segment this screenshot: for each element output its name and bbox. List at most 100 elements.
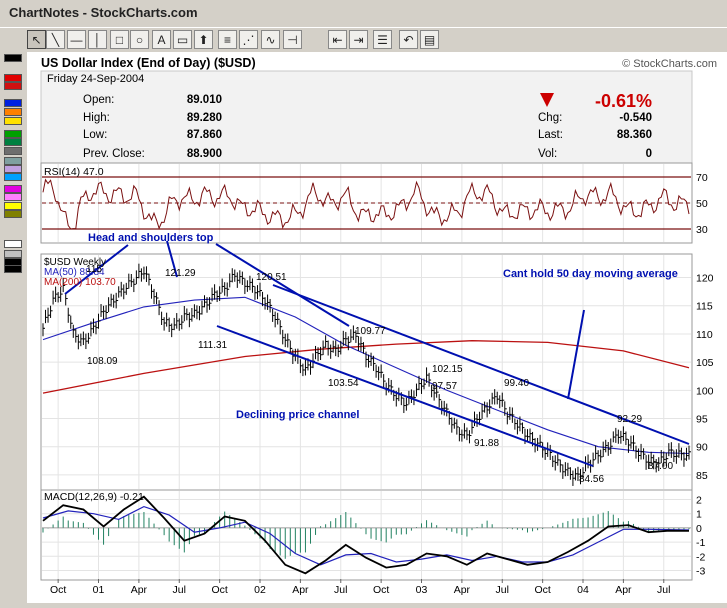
palette-swatch[interactable] <box>4 202 22 210</box>
price-value-label: 120.51 <box>256 272 287 283</box>
palette-swatch[interactable] <box>4 138 22 146</box>
price-y-tick-label: 85 <box>696 470 708 482</box>
last-value: 88.360 <box>617 129 652 141</box>
arrow-tool-button[interactable]: ⬆ <box>194 30 213 49</box>
macd-y-tick-label: -2 <box>696 551 705 563</box>
ma50-legend: MA(50) 88.84 <box>44 267 105 278</box>
grid-lines-tool-button[interactable]: ≡ <box>218 30 237 49</box>
chart-title: US Dollar Index (End of Day) ($USD) <box>41 56 256 70</box>
high-label: High: <box>83 112 110 124</box>
palette-swatch[interactable] <box>4 54 22 62</box>
price-y-tick-label: 100 <box>696 385 714 397</box>
rectangle-tool-button[interactable]: □ <box>110 30 129 49</box>
vol-label: Vol: <box>538 148 557 160</box>
measure-tool-button[interactable]: ⊣ <box>283 30 302 49</box>
quote-date: Friday 24-Sep-2004 <box>47 73 144 85</box>
x-tick-label: Apr <box>454 584 471 596</box>
price-series-label: $USD Weekly <box>44 257 106 268</box>
rsi-line <box>42 178 690 230</box>
macd-y-tick-label: 0 <box>696 523 702 535</box>
data-layer <box>42 176 691 575</box>
price-value-label: 84.56 <box>579 474 604 485</box>
price-value-label: 92.29 <box>617 414 642 425</box>
price-value-label: 103.54 <box>328 378 359 389</box>
prev-close-label: Prev. Close: <box>83 148 145 160</box>
palette-swatch[interactable] <box>4 108 22 116</box>
fan-lines-tool-button[interactable]: ⋰ <box>239 30 258 49</box>
annotation-text: Declining price channel <box>236 409 359 421</box>
line-tool-button[interactable]: ╲ <box>46 30 65 49</box>
settings-button[interactable]: ▤ <box>420 30 439 49</box>
price-value-label: 108.09 <box>87 356 118 367</box>
options-button[interactable]: ☰ <box>373 30 392 49</box>
palette-swatch[interactable] <box>4 193 22 201</box>
price-value-label: 102.15 <box>432 364 463 375</box>
palette-swatch[interactable] <box>4 165 22 173</box>
palette-swatch[interactable] <box>4 117 22 125</box>
circle-tool-button[interactable]: ○ <box>130 30 149 49</box>
x-tick-label: 04 <box>577 584 589 596</box>
x-tick-label: Oct <box>50 584 66 596</box>
annotation-line <box>64 244 129 295</box>
chart-canvas: US Dollar Index (End of Day) ($USD) © St… <box>27 52 727 603</box>
open-value: 89.010 <box>187 94 222 106</box>
palette-swatch[interactable] <box>4 265 22 273</box>
prev-close-value: 88.900 <box>187 148 222 160</box>
annotation-line <box>215 243 350 327</box>
price-y-tick-label: 90 <box>696 442 708 454</box>
palette-swatch[interactable] <box>4 130 22 138</box>
vertical-line-tool-button[interactable]: │ <box>88 30 107 49</box>
macd-line <box>42 495 690 575</box>
macd-panel <box>40 489 693 581</box>
vol-value: 0 <box>646 148 652 160</box>
chg-value: -0.540 <box>619 112 652 124</box>
price-value-label: 109.77 <box>355 326 386 337</box>
rsi-y-tick-label: 70 <box>696 172 708 184</box>
send-back-button[interactable]: ⇤ <box>328 30 347 49</box>
macd-y-tick-label: -1 <box>696 537 705 549</box>
palette-swatch[interactable] <box>4 250 22 258</box>
open-label: Open: <box>83 94 114 106</box>
percent-change: -0.61% <box>595 91 652 111</box>
x-tick-label: Jul <box>496 584 509 596</box>
callout-tool-button[interactable]: ▭ <box>173 30 192 49</box>
x-tick-label: Oct <box>211 584 227 596</box>
annotation-line <box>567 309 585 400</box>
copyright-label: © StockCharts.com <box>622 58 717 70</box>
rsi-panel <box>40 162 693 244</box>
x-tick-label: Jul <box>173 584 186 596</box>
palette-swatch[interactable] <box>4 157 22 165</box>
title-bar: ChartNotes - StockCharts.com <box>0 0 727 28</box>
x-tick-label: 01 <box>93 584 105 596</box>
high-value: 89.280 <box>187 112 222 124</box>
palette-swatch[interactable] <box>4 74 22 82</box>
x-tick-label: Oct <box>373 584 389 596</box>
macd-signal-line <box>42 505 690 566</box>
macd-y-tick-label: 1 <box>696 509 702 521</box>
price-y-tick-label: 95 <box>696 414 708 426</box>
undo-button[interactable]: ↶ <box>399 30 418 49</box>
palette-swatch[interactable] <box>4 185 22 193</box>
price-value-label: 111.31 <box>198 340 228 351</box>
trend-tool-button[interactable]: ∿ <box>261 30 280 49</box>
horizontal-line-tool-button[interactable]: — <box>67 30 86 49</box>
price-value-label: 87.00 <box>648 461 673 472</box>
palette-swatch[interactable] <box>4 173 22 181</box>
palette-swatch[interactable] <box>4 99 22 107</box>
annotation-line <box>166 240 178 278</box>
down-arrow-icon <box>540 93 554 107</box>
color-palette <box>0 52 26 603</box>
bring-front-button[interactable]: ⇥ <box>349 30 368 49</box>
rsi-label: RSI(14) 47.0 <box>44 166 104 178</box>
palette-swatch[interactable] <box>4 210 22 218</box>
annotation-text: Cant hold 50 day moving average <box>503 268 678 280</box>
palette-swatch[interactable] <box>4 82 22 90</box>
palette-swatch[interactable] <box>4 240 22 248</box>
ma200-legend: MA(200) 103.70 <box>44 277 116 288</box>
price-value-label: 121.29 <box>165 268 196 279</box>
pointer-tool-button[interactable]: ↖ <box>27 30 46 49</box>
annotation-line <box>272 284 690 445</box>
text-tool-button[interactable]: A <box>152 30 171 49</box>
palette-swatch[interactable] <box>4 147 22 155</box>
low-value: 87.860 <box>187 129 222 141</box>
